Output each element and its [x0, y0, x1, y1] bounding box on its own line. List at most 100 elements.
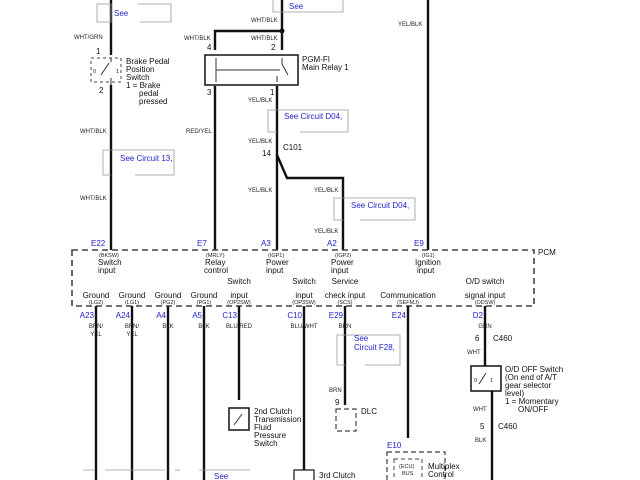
brake-switch-symbol — [90, 57, 122, 83]
see-circuit-d04-link[interactable]: See Circuit D04, — [351, 201, 409, 210]
ecu-label: BUS — [402, 471, 414, 477]
pin-desc: O/D switch — [466, 277, 505, 286]
pin-desc: Ignition — [415, 258, 441, 267]
wire-label: BLK — [475, 438, 486, 444]
wire-label: YEL/BLK — [314, 229, 338, 235]
pin-desc: Communication — [380, 291, 436, 300]
see-circuit-f28-link[interactable]: Circuit F28, — [354, 343, 395, 352]
pin-label: 2 — [99, 86, 104, 95]
see-link[interactable]: See — [114, 9, 129, 18]
pos-label: 1 — [490, 378, 493, 384]
wire-label: YEL/BLK — [248, 98, 272, 104]
relay-label: PGM-FI — [302, 55, 330, 64]
od-switch-label: level) — [505, 389, 524, 398]
ecu-label: (ECU) — [399, 464, 414, 470]
pin-desc: Switch — [292, 277, 316, 286]
pin-code: (LG2) — [89, 300, 103, 306]
clutch3-label: 3rd Clutch — [319, 471, 355, 480]
wire-label: RED/YEL — [186, 129, 212, 135]
pin-desc: Relay — [205, 258, 225, 267]
pin-c10: C10 — [287, 311, 302, 320]
pin-desc: input — [417, 266, 435, 275]
pin-code: (IG1) — [422, 253, 435, 259]
pin-desc: Power — [331, 258, 354, 267]
pin-a3: A3 — [261, 239, 271, 248]
pcm-box: PCM E22 (BKSW) Switch input E7 (MRLY) Re… — [71, 239, 556, 338]
pin-label: 9 — [335, 398, 340, 407]
pin-desc: control — [204, 266, 228, 275]
see-circuit-13-link[interactable]: See Circuit 13, — [120, 154, 172, 163]
see-circuit-d04-link[interactable]: See Circuit D04, — [284, 112, 342, 121]
brake-switch-label: 1 = Brake — [126, 81, 161, 90]
ref-box — [96, 3, 112, 23]
pin-desc: input — [331, 266, 349, 275]
pin-e7: E7 — [197, 239, 207, 248]
connector-label: C460 — [493, 334, 513, 343]
pin-a2: A2 — [327, 239, 337, 248]
dlc-symbol — [335, 408, 357, 432]
connector-label: C460 — [498, 422, 518, 431]
pos-label: 0 — [474, 378, 477, 384]
see-circuit-f28-link[interactable]: See — [354, 334, 369, 343]
clutch2-label: Pressure — [254, 431, 287, 440]
pos-label: 0 — [93, 69, 96, 75]
pin-code: (IGP1) — [268, 253, 284, 259]
pin-a4: A4 — [156, 311, 166, 320]
brake-switch-label: Switch — [126, 73, 150, 82]
connector-label: C101 — [283, 143, 303, 152]
pin-desc: Switch — [98, 258, 122, 267]
pin-desc: input — [98, 266, 116, 275]
pin-c13: C13 — [222, 311, 237, 320]
pin-desc: Ground — [83, 291, 110, 300]
pin-code: (OP2SW) — [227, 300, 251, 306]
wire-label: YEL/BLK — [314, 188, 338, 194]
pin-desc: Ground — [155, 291, 182, 300]
pin-code: (OP3SW) — [292, 300, 316, 306]
brake-switch-label: Position — [126, 65, 154, 74]
clutch2-switch-symbol — [228, 407, 250, 431]
clutch2-label: 2nd Clutch — [254, 407, 292, 416]
see-link[interactable]: See — [289, 2, 304, 11]
clutch2-label: Fluid — [254, 423, 271, 432]
od-switch-label: ON/OFF — [518, 405, 548, 414]
pin-code: (MRLY) — [206, 253, 225, 259]
pin-code: (PG1) — [197, 300, 212, 306]
pin-a5: A5 — [192, 311, 202, 320]
od-switch-label: (On end of A/T — [505, 373, 557, 382]
pin-label: 4 — [207, 43, 212, 52]
clutch3-switch-symbol — [293, 469, 315, 480]
pin-label: 3 — [207, 88, 212, 97]
brake-switch-label: Brake Pedal — [126, 57, 170, 66]
main-relay-circuit: See WHT/BLK WHT/BLK WHT/BLK YEL/BLK 4 2 … — [184, 0, 430, 250]
brake-circuit: See WHT/GRN 1 0 1 2 Brake Pedal Position… — [74, 0, 175, 250]
pin-desc: Service — [332, 277, 359, 286]
pcm-label: PCM — [538, 248, 556, 257]
od-off-switch-symbol — [470, 365, 502, 392]
clutch2-label: Transmission — [254, 415, 301, 424]
pin-desc: Power — [266, 258, 289, 267]
pin-label: 1 — [96, 47, 101, 56]
pin-label: 2 — [271, 43, 276, 52]
wire-label: WHT — [473, 407, 487, 413]
pin-e10: E10 — [387, 441, 402, 450]
pin-e29: E29 — [329, 311, 344, 320]
wire-label: YEL/BLK — [398, 22, 422, 28]
see-link[interactable]: See — [214, 472, 229, 480]
pin-label: 5 — [480, 422, 485, 431]
brake-switch-label: pedal — [139, 89, 159, 98]
pin-code: (ODSW) — [475, 300, 496, 306]
wire-label: WHT/BLK — [80, 196, 107, 202]
pin-code: (SEFMJ) — [397, 300, 419, 306]
pin-e9: E9 — [414, 239, 424, 248]
brake-switch-label: pressed — [139, 97, 167, 106]
od-switch-label: gear selector — [505, 381, 552, 390]
pin-desc: check input — [325, 291, 366, 300]
pin-code: (PG2) — [161, 300, 176, 306]
multiplex-label: Multiplex — [428, 462, 460, 471]
pin-desc: input — [295, 291, 313, 300]
relay-label: Main Relay 1 — [302, 63, 349, 72]
pin-label: 6 — [475, 334, 480, 343]
pin-e24: E24 — [392, 311, 407, 320]
multiplex-label: Control — [428, 470, 454, 479]
